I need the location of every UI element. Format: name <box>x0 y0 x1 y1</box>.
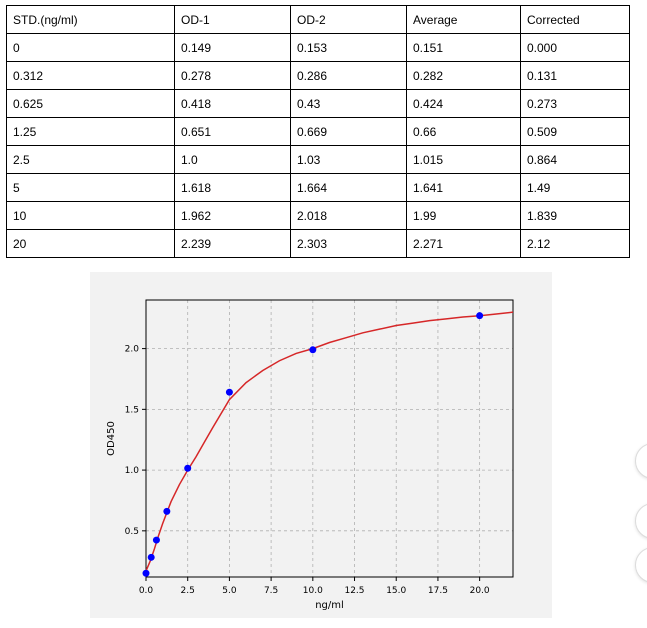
table-cell: 1.015 <box>406 145 521 174</box>
column-header: OD-2 <box>290 5 407 34</box>
table-cell: 0.66 <box>406 117 521 146</box>
standard-curve-chart: 0.0 2.5 5.0 7.5 10.0 12.5 15.0 17.5 20.0 0.5 1.0 1.… <box>90 272 552 618</box>
table-cell: 0.418 <box>174 89 291 118</box>
y-tick-label: 1.0 <box>125 466 140 476</box>
table-row: 20 2.239 2.303 2.271 2.12 <box>6 229 630 258</box>
table-cell: 0.000 <box>520 33 630 62</box>
data-point <box>225 388 233 396</box>
table-row: 1.25 0.651 0.669 0.66 0.509 <box>6 117 630 146</box>
table-cell: 10 <box>6 201 175 230</box>
data-point <box>163 507 171 515</box>
table-cell: 0.312 <box>6 61 175 90</box>
plot-area <box>145 299 514 578</box>
x-tick-label: 10.0 <box>303 586 323 596</box>
table-cell: 20 <box>6 229 175 258</box>
table-row: 5 1.618 1.664 1.641 1.49 <box>6 173 630 202</box>
circle-button[interactable] <box>635 503 647 539</box>
data-point <box>184 464 192 472</box>
data-point <box>147 553 155 561</box>
table-cell: 0.282 <box>406 61 521 90</box>
table-header-row: STD.(ng/ml) OD-1 OD-2 Average Corrected <box>6 5 630 34</box>
table-cell: 1.99 <box>406 201 521 230</box>
table-cell: 1.49 <box>520 173 630 202</box>
data-point <box>152 536 160 544</box>
table-cell: 1.839 <box>520 201 630 230</box>
x-tick-label: 20.0 <box>470 586 490 596</box>
table-cell: 1.664 <box>290 173 407 202</box>
table-cell: 2.239 <box>174 229 291 258</box>
column-header: STD.(ng/ml) <box>6 5 175 34</box>
standard-curve-table: STD.(ng/ml) OD-1 OD-2 Average Corrected 0 0.14… <box>6 5 630 258</box>
table-cell: 0.651 <box>174 117 291 146</box>
x-tick-label: 2.5 <box>181 586 195 596</box>
table-cell: 2.12 <box>520 229 630 258</box>
table-cell: 0 <box>6 33 175 62</box>
table-cell: 0.273 <box>520 89 630 118</box>
table-cell: 0.43 <box>290 89 407 118</box>
table-cell: 2.5 <box>6 145 175 174</box>
x-tick-label: 5.0 <box>222 586 237 596</box>
circle-button[interactable] <box>635 547 647 583</box>
table-cell: 0.669 <box>290 117 407 146</box>
fit-curve-line <box>145 311 514 572</box>
x-tick-label: 15.0 <box>386 586 406 596</box>
x-tick-label: 17.5 <box>428 586 448 596</box>
x-tick-label: 0.0 <box>139 586 154 596</box>
table-cell: 1.641 <box>406 173 521 202</box>
data-point <box>142 569 150 577</box>
x-tick-label: 12.5 <box>344 586 364 596</box>
table-row: 0.625 0.418 0.43 0.424 0.273 <box>6 89 630 118</box>
table-cell: 0.286 <box>290 61 407 90</box>
table-cell: 1.962 <box>174 201 291 230</box>
table-cell: 2.018 <box>290 201 407 230</box>
table-row: 0 0.149 0.153 0.151 0.000 <box>6 33 630 62</box>
table-row: 10 1.962 2.018 1.99 1.839 <box>6 201 630 230</box>
table-cell: 0.424 <box>406 89 521 118</box>
table-row: 2.5 1.0 1.03 1.015 0.864 <box>6 145 630 174</box>
table-cell: 1.618 <box>174 173 291 202</box>
table-cell: 2.271 <box>406 229 521 258</box>
table-cell: 0.625 <box>6 89 175 118</box>
axis-ticks: 0.0 2.5 5.0 7.5 10.0 12.5 15.0 17.5 20.0 0.5 1.0 1.… <box>125 345 490 596</box>
table-cell: 0.131 <box>520 61 630 90</box>
data-points <box>142 312 484 577</box>
y-tick-label: 0.5 <box>125 527 139 537</box>
table-row: 0.312 0.278 0.286 0.282 0.131 <box>6 61 630 90</box>
y-tick-label: 2.0 <box>125 345 140 355</box>
table-cell: 0.151 <box>406 33 521 62</box>
table-cell: 0.278 <box>174 61 291 90</box>
table-cell: 0.864 <box>520 145 630 174</box>
circle-button[interactable] <box>635 443 647 479</box>
table-cell: 1.03 <box>290 145 407 174</box>
column-header: Corrected <box>520 5 630 34</box>
table-cell: 5 <box>6 173 175 202</box>
table-cell: 1.0 <box>174 145 291 174</box>
y-axis-label: OD450 <box>106 421 117 456</box>
column-header: Average <box>406 5 521 34</box>
data-point <box>476 312 484 320</box>
table-cell: 0.153 <box>290 33 407 62</box>
y-tick-label: 1.5 <box>125 405 139 415</box>
data-point <box>309 346 317 354</box>
table-cell: 0.149 <box>174 33 291 62</box>
x-axis-label: ng/ml <box>315 600 344 611</box>
x-tick-label: 7.5 <box>264 586 278 596</box>
table-cell: 1.25 <box>6 117 175 146</box>
column-header: OD-1 <box>174 5 291 34</box>
table-cell: 2.303 <box>290 229 407 258</box>
chart-svg: 0.0 2.5 5.0 7.5 10.0 12.5 15.0 17.5 20.0 0.5 1.0 1.… <box>106 299 514 611</box>
gridlines <box>145 300 513 577</box>
table-cell: 0.509 <box>520 117 630 146</box>
